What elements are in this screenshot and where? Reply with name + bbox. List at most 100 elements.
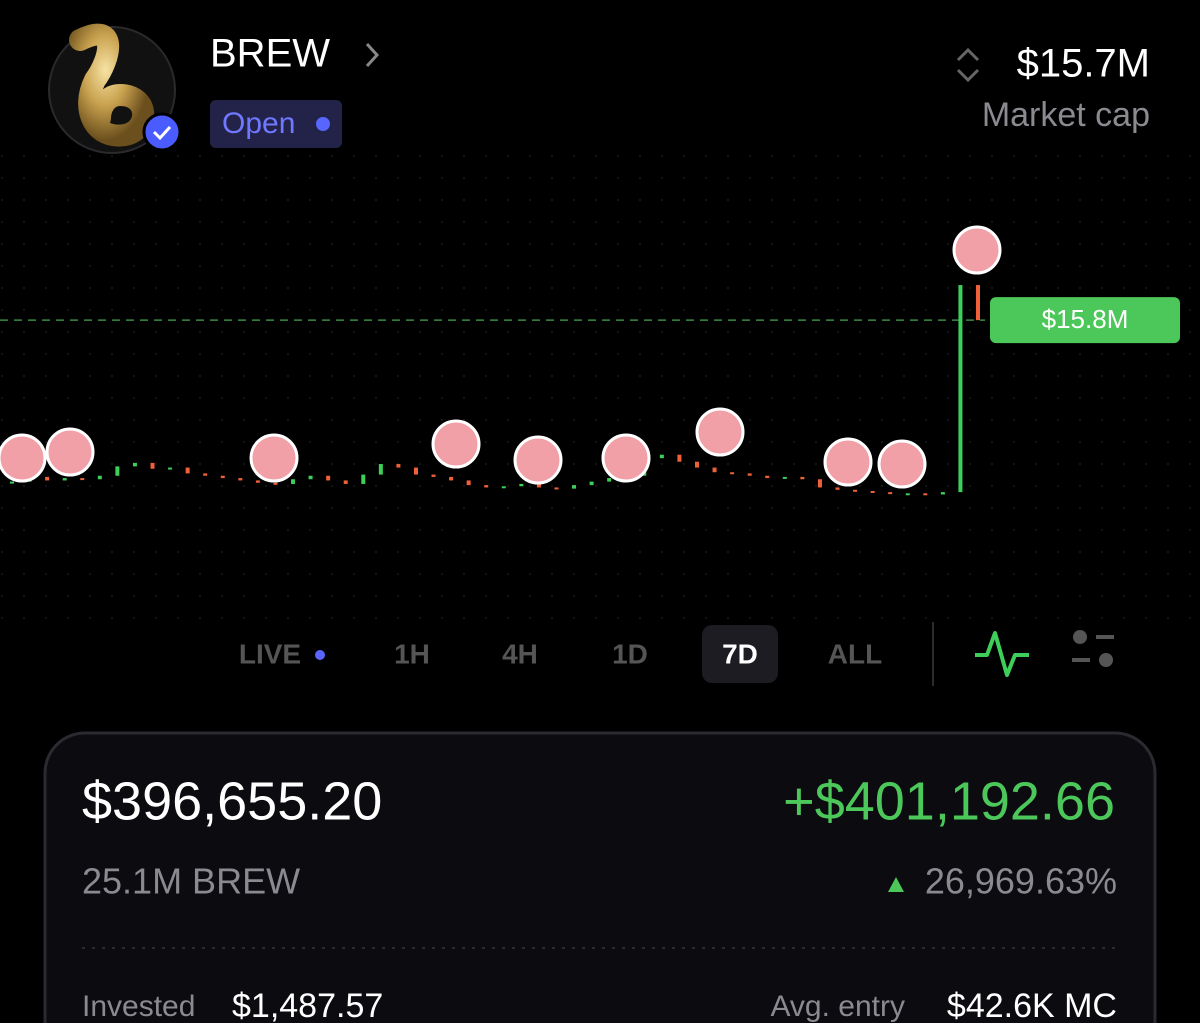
token-amount: 25.1M BREW — [82, 861, 300, 902]
candle — [10, 481, 14, 484]
candle — [168, 467, 173, 470]
candle — [220, 475, 225, 479]
price-chart: $15.8M — [0, 225, 1180, 496]
live-dot — [315, 650, 325, 660]
candle — [976, 285, 980, 321]
trade-marker[interactable] — [45, 427, 95, 477]
line-chart-toggle[interactable] — [975, 631, 1029, 677]
timeframe-button[interactable]: LIVE — [239, 638, 301, 669]
candle — [484, 485, 489, 488]
candle — [677, 454, 682, 462]
trade-marker[interactable] — [601, 433, 651, 483]
market-cap: $15.7M — [1017, 42, 1150, 86]
candle — [291, 479, 296, 484]
candle — [835, 487, 840, 490]
invested: $1,487.57 — [232, 987, 383, 1023]
timeframe-selected-bg — [702, 625, 778, 683]
timeframe-button[interactable]: 1D — [612, 638, 648, 669]
up-arrow — [888, 877, 904, 892]
invested-label: Invested — [82, 990, 195, 1023]
candle — [466, 480, 471, 486]
timeframe-button[interactable]: 1H — [394, 638, 430, 669]
candle — [817, 479, 822, 488]
position-value: $396,655.20 — [82, 771, 382, 831]
candle — [62, 478, 67, 481]
verified-badge — [142, 112, 182, 152]
trade-marker[interactable] — [249, 433, 299, 483]
pnl: +$401,192.66 — [783, 771, 1115, 831]
trade-marker[interactable] — [695, 407, 745, 457]
timeframe-button[interactable]: 7D — [722, 638, 758, 669]
candle — [378, 464, 383, 475]
candle — [888, 492, 893, 495]
token-name[interactable]: BREW — [210, 32, 330, 76]
chart-background — [0, 150, 1200, 620]
candle — [519, 483, 524, 487]
candle — [255, 480, 260, 483]
trade-marker[interactable] — [431, 419, 481, 469]
candle — [132, 462, 137, 467]
candle — [730, 472, 735, 475]
status-pill — [210, 100, 342, 148]
candle — [853, 489, 858, 492]
candle — [572, 485, 577, 489]
price-label-box — [990, 297, 1180, 344]
timeframe-selector: LIVE 1H 4H 1D 7D ALL — [239, 625, 882, 683]
trade-marker[interactable] — [513, 435, 563, 485]
candle — [747, 473, 752, 476]
candle — [431, 474, 436, 477]
candle — [800, 476, 805, 480]
candle — [554, 487, 559, 490]
avg-entry: $42.6K MC — [947, 987, 1117, 1023]
candle — [115, 466, 120, 476]
candle — [273, 482, 278, 485]
candle — [905, 493, 910, 496]
verified-check — [152, 125, 172, 141]
status: Open — [222, 107, 295, 140]
candle — [449, 476, 454, 481]
candle — [45, 476, 50, 481]
candle — [536, 483, 541, 488]
candle — [694, 461, 699, 468]
candle — [80, 478, 85, 481]
status-dot — [316, 117, 330, 131]
candle — [97, 475, 102, 480]
settings-icon[interactable] — [1072, 630, 1114, 667]
candle — [607, 478, 612, 482]
candle — [589, 481, 594, 486]
candle — [413, 467, 418, 475]
candle — [870, 490, 875, 493]
position-card — [43, 731, 1157, 1023]
pnl-percent: 26,969.63% — [925, 861, 1117, 902]
candle — [326, 475, 331, 481]
candle — [238, 478, 243, 481]
candle — [150, 462, 155, 469]
candle — [712, 467, 717, 473]
candle — [185, 467, 190, 474]
trade-marker[interactable] — [877, 439, 927, 489]
candle — [361, 474, 366, 484]
avg-entry-label: Avg. entry — [770, 990, 905, 1023]
trade-marker[interactable] — [952, 225, 1002, 275]
candle — [782, 476, 787, 479]
candle — [659, 454, 664, 459]
trade-marker[interactable] — [823, 437, 873, 487]
candle — [501, 486, 506, 489]
candle — [940, 492, 945, 495]
candle — [923, 493, 928, 496]
candle — [396, 464, 401, 468]
sort-icon[interactable] — [956, 47, 980, 83]
candle — [765, 475, 770, 479]
trade-marker[interactable] — [0, 433, 47, 483]
timeframe-button[interactable]: ALL — [828, 638, 882, 669]
logo-glyph — [69, 23, 155, 147]
chevron[interactable] — [365, 42, 380, 68]
price-label: $15.8M — [1042, 304, 1129, 334]
candle — [203, 473, 208, 476]
candle — [343, 480, 348, 484]
market-cap-label: Market cap — [982, 96, 1150, 134]
candle — [958, 285, 963, 493]
timeframe-button[interactable]: 4H — [502, 638, 538, 669]
